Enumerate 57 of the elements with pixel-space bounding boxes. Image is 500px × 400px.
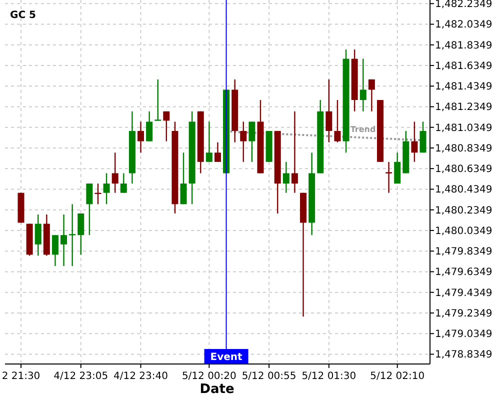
x-tick-label: 5/12 00:55 <box>242 371 296 382</box>
x-tick-label: 4/12 23:40 <box>114 371 168 382</box>
candlestick <box>291 110 298 194</box>
text: GC 5 <box>10 10 36 21</box>
x-tick-label: 5/12 01:30 <box>302 371 356 382</box>
y-tick-label: 1,482.0349 <box>435 20 492 31</box>
y-tick-label: 1,481.6349 <box>435 60 492 72</box>
y-tick-label: 1,480.4349 <box>435 184 492 196</box>
candlestick <box>326 78 332 143</box>
y-tick-label: 1,481.8349 <box>435 40 492 52</box>
candlestick <box>282 161 290 194</box>
candlestick <box>240 121 247 162</box>
x-axis-title: Date <box>200 382 234 397</box>
x-tick-label: 5/12 00:20 <box>182 371 236 382</box>
y-tick-label: 1,479.2349 <box>435 308 492 320</box>
candlestick <box>86 182 93 236</box>
y-tick-label: 1,481.4349 <box>435 82 492 93</box>
text: Event <box>210 352 242 363</box>
y-tick-label: 1,479.0349 <box>435 329 492 340</box>
y-tick-label: 1,479.6349 <box>435 267 492 278</box>
candlestick <box>368 78 375 112</box>
candlestick <box>103 172 110 205</box>
candlestick <box>248 121 256 162</box>
candlestick <box>394 152 401 184</box>
y-tick-label: 1,481.2349 <box>435 102 492 114</box>
candlestick <box>360 58 366 112</box>
candlestick <box>146 110 153 142</box>
candlestick <box>334 99 341 143</box>
y-tick-label: 1,479.8349 <box>435 246 492 258</box>
x-tick-label: 2 21:30 <box>2 371 40 382</box>
y-tick-label: 1,480.2349 <box>435 205 492 216</box>
candlestick <box>52 234 58 267</box>
candlestick <box>163 110 170 142</box>
y-tick-label: 1,478.8349 <box>435 350 492 361</box>
y-tick-label: 1,480.6349 <box>435 164 492 176</box>
candlestick <box>154 78 162 122</box>
y-tick-label: 1,479.4349 <box>435 288 492 299</box>
candlestick <box>137 121 144 154</box>
candlestick <box>78 212 84 256</box>
candlestick <box>180 152 187 205</box>
candlestick <box>69 204 76 267</box>
candlestick <box>214 142 221 162</box>
y-tick-label: 1,481.0349 <box>435 122 492 134</box>
y-tick-label: 1,482.2349 <box>435 0 492 10</box>
candlestick <box>411 121 418 162</box>
y-tick-label: 1,480.0349 <box>435 226 492 237</box>
candlestick <box>206 121 212 162</box>
x-tick-label: 5/12 02:10 <box>370 371 425 382</box>
x-tick-label: 4/12 23:05 <box>54 371 108 382</box>
series-label: Trend <box>350 125 376 134</box>
candlestick <box>34 214 42 256</box>
candlestick <box>386 161 392 194</box>
candlestick <box>120 172 127 194</box>
y-tick-label: 1,480.8349 <box>435 143 492 154</box>
candlestick <box>420 121 426 154</box>
candlestick <box>112 152 118 194</box>
candlestick <box>60 214 68 267</box>
